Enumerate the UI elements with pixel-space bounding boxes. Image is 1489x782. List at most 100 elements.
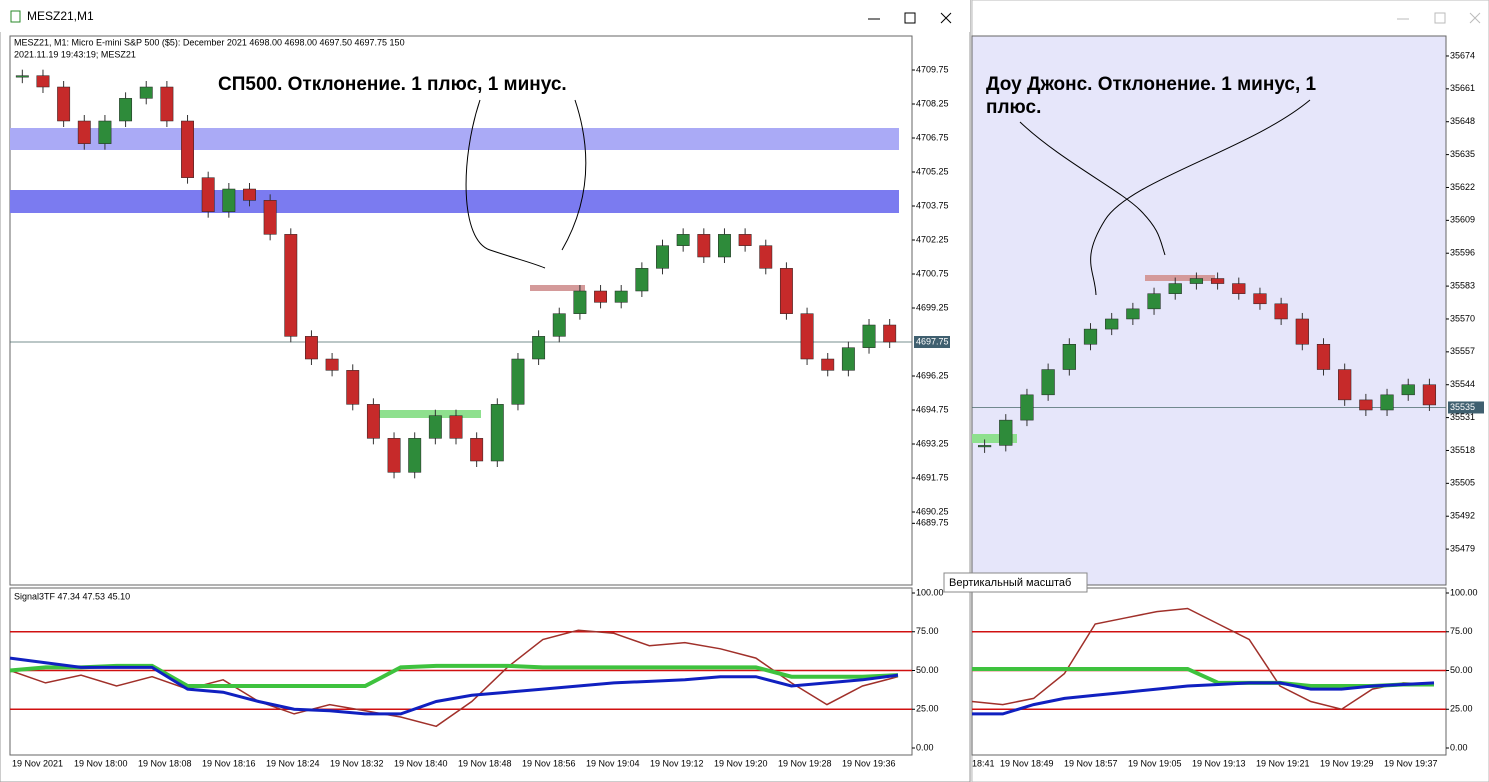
last-price-box: [914, 336, 950, 349]
arrow: [465, 99, 546, 269]
time-label: 19 Nov 19:05: [1128, 758, 1182, 768]
time-label: 19 Nov 2021: [12, 758, 63, 768]
candle: [1189, 278, 1204, 284]
price-label: 35492: [1450, 511, 1475, 521]
last-price-box: [1448, 401, 1484, 414]
osc-label: 50.00: [1450, 665, 1473, 675]
osc-line: [972, 666, 1434, 688]
candle: [532, 336, 546, 360]
osc-line: [9, 656, 899, 716]
zone: [10, 128, 899, 150]
osc-line: [9, 663, 899, 688]
osc-label: 100.00: [916, 587, 944, 597]
candle: [243, 188, 256, 201]
time-label: 19 Nov 19:28: [778, 758, 832, 768]
candle: [139, 86, 153, 99]
time-label: 19 Nov 18:40: [394, 758, 448, 768]
indicator-label: Signal3TF 47.34 47.53 45.10: [14, 591, 130, 601]
osc-label: 0.00: [916, 742, 934, 752]
candle: [160, 86, 174, 122]
osc-line: [971, 607, 1435, 711]
candle: [552, 313, 566, 337]
price-label: 35609: [1450, 215, 1475, 225]
candle: [222, 188, 236, 212]
left-titlebar: [0, 0, 970, 32]
candle: [1422, 384, 1437, 406]
price-label: 4691.75: [916, 472, 949, 482]
time-label: 19 Nov 19:29: [1320, 758, 1374, 768]
candle: [821, 358, 835, 371]
osc-line: [972, 681, 1435, 716]
price-label: 35544: [1450, 379, 1475, 389]
price-panel: [971, 35, 1447, 586]
candle: [697, 234, 711, 258]
candle: [676, 234, 690, 246]
candle: [1295, 318, 1309, 345]
osc-label: 75.00: [1450, 626, 1473, 636]
price-label: 4706.75: [916, 132, 949, 142]
zone: [378, 410, 481, 418]
candle: [999, 419, 1013, 446]
close-button[interactable]: [940, 12, 952, 24]
candle: [1232, 283, 1246, 294]
candle: [800, 313, 814, 360]
annotation: плюс.: [986, 97, 1041, 118]
price-panel: [9, 35, 913, 586]
time-label: 19 Nov 18:48: [458, 758, 512, 768]
candle: [1274, 303, 1288, 320]
price-label: 4689.75: [916, 518, 949, 528]
time-label: 19 Nov 19:37: [1384, 758, 1438, 768]
osc-label: 100.00: [1450, 587, 1478, 597]
candle: [1253, 293, 1267, 305]
candle: [883, 324, 897, 343]
price-label: 35635: [1450, 149, 1475, 159]
candle: [15, 75, 29, 78]
candle: [594, 290, 608, 303]
time-label: 19 Nov 18:49: [1000, 758, 1054, 768]
candle: [77, 120, 91, 144]
price-label: 35674: [1450, 50, 1475, 60]
candle: [490, 404, 504, 462]
candle: [366, 404, 380, 439]
price-label: 35661: [1450, 83, 1475, 93]
price-label: 35557: [1450, 346, 1475, 356]
header-line: 2021.11.19 19:43:19; MESZ21: [14, 49, 136, 59]
price-label: 35596: [1450, 248, 1475, 258]
price-label: 4709.75: [916, 64, 949, 74]
annotation: СП500. Отклонение. 1 плюс, 1 минус.: [218, 74, 567, 95]
candle: [201, 177, 215, 212]
price-label: 4700.75: [916, 268, 949, 278]
maximize-button[interactable]: [1434, 12, 1446, 24]
zone: [10, 190, 899, 213]
osc-label: 25.00: [1450, 704, 1473, 714]
time-label: 19 Nov 19:36: [842, 758, 896, 768]
maximize-button[interactable]: [904, 12, 916, 24]
time-label: 19 Nov 18:24: [266, 758, 320, 768]
candle: [428, 415, 442, 439]
close-button[interactable]: [1469, 12, 1481, 24]
candle: [759, 245, 773, 269]
candle: [346, 370, 360, 405]
time-label: 19 Nov 18:00: [74, 758, 128, 768]
candle: [1380, 394, 1394, 411]
candle: [470, 438, 484, 462]
candle: [263, 200, 277, 235]
candle: [1041, 369, 1055, 396]
time-label: 19 Nov 19:21: [1256, 758, 1310, 768]
arrow: [1090, 99, 1311, 296]
last-price-label: 4697.75: [916, 336, 949, 346]
price-label: 35505: [1450, 478, 1475, 488]
osc-line: [9, 629, 899, 728]
candle: [1401, 384, 1415, 396]
time-label: 19 Nov 18:56: [522, 758, 576, 768]
candle: [635, 268, 649, 292]
candle: [511, 358, 525, 405]
candle: [304, 336, 318, 360]
candle: [36, 75, 50, 88]
price-label: 35479: [1450, 543, 1475, 553]
price-label: 4693.25: [916, 438, 949, 448]
candle: [325, 358, 339, 371]
osc-label: 0.00: [1450, 742, 1468, 752]
annotation: Доу Джонс. Отклонение. 1 минус, 1: [986, 74, 1317, 95]
arrow: [561, 99, 587, 251]
